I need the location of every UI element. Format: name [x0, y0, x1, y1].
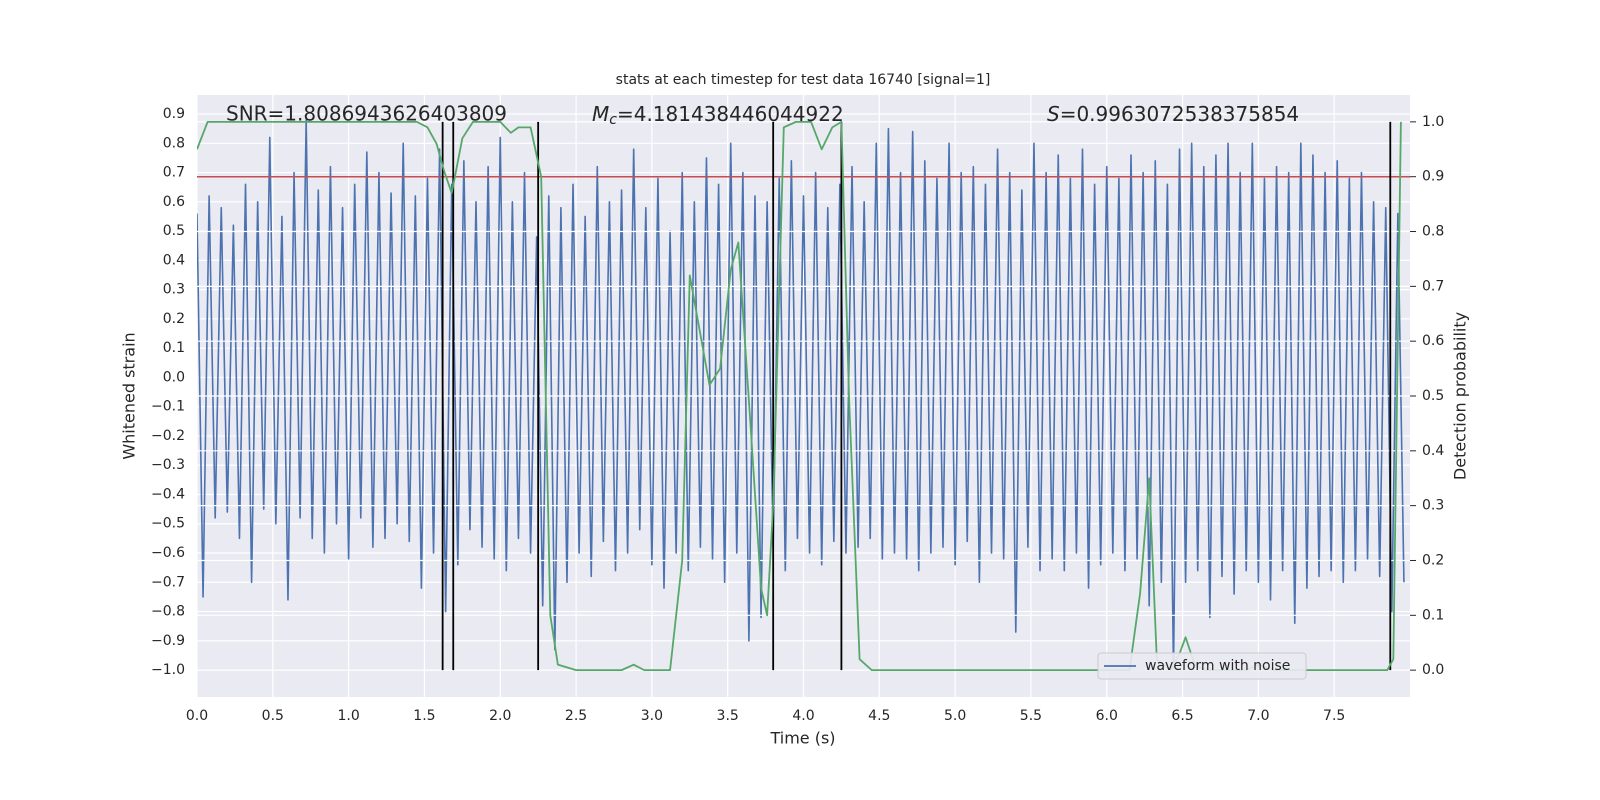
- y2-tick-label: 0.5: [1422, 388, 1444, 404]
- y-axis-label: Whitened strain: [120, 332, 139, 459]
- series-line: [197, 119, 1405, 671]
- y2-tick-label: 0.3: [1422, 498, 1444, 514]
- series-line: [197, 120, 1402, 672]
- annotation: Mc=4.181438446044922: [592, 102, 844, 129]
- y-tick-label: −0.8: [151, 604, 185, 620]
- annotation-text: =4.181438446044922: [617, 102, 844, 126]
- x-tick-label: 3.5: [717, 708, 739, 724]
- x-tick-label: 2.0: [489, 708, 511, 724]
- chart-title: stats at each timestep for test data 167…: [616, 72, 991, 88]
- annotation: S=0.9963072538375854: [1047, 102, 1299, 126]
- x-tick-label: 4.5: [868, 708, 890, 724]
- y-tick-label: 0.2: [163, 311, 185, 327]
- x-tick-label: 3.0: [641, 708, 663, 724]
- y2-tick-label: 0.1: [1422, 607, 1444, 623]
- y-tick-label: 0.8: [163, 135, 185, 151]
- y-tick-label: 0.9: [163, 106, 185, 122]
- y-tick-label: 0.1: [163, 340, 185, 356]
- y2-tick-label: 0.6: [1422, 333, 1444, 349]
- x-tick-label: 0.5: [262, 708, 284, 724]
- x-tick-label: 1.0: [337, 708, 359, 724]
- x-tick-label: 7.0: [1247, 708, 1269, 724]
- y-tick-label: −0.7: [151, 574, 185, 590]
- x-tick-label: 5.5: [1020, 708, 1042, 724]
- y-tick-label: 0.6: [163, 194, 185, 210]
- x-tick-label: 0.0: [186, 708, 208, 724]
- y2-tick-label: 1.0: [1422, 114, 1444, 130]
- legend-label: waveform with noise: [1145, 658, 1290, 674]
- y-tick-label: 0.5: [163, 223, 185, 239]
- y-tick-label: −0.5: [151, 516, 185, 532]
- x-tick-label: 4.0: [792, 708, 814, 724]
- y2-tick-label: 0.8: [1422, 224, 1444, 240]
- y2-tick-label: 0.7: [1422, 278, 1444, 294]
- y-tick-label: −0.4: [151, 486, 185, 502]
- y2-tick-label: 0.0: [1422, 662, 1444, 678]
- y-tick-label: 0.4: [163, 252, 185, 268]
- y2-axis-label: Detection probability: [1451, 312, 1470, 480]
- y-tick-label: 0.3: [163, 282, 185, 298]
- plot-layer: [197, 95, 1410, 697]
- x-axis-label: Time (s): [769, 729, 835, 748]
- x-tick-label: 6.0: [1096, 708, 1118, 724]
- y-tick-label: −0.6: [151, 545, 185, 561]
- x-tick-label: 7.5: [1323, 708, 1345, 724]
- y-tick-label: −1.0: [151, 662, 185, 678]
- y-tick-label: −0.1: [151, 399, 185, 415]
- y2-tick-label: 0.9: [1422, 169, 1444, 185]
- annotation-text: =0.9963072538375854: [1060, 102, 1299, 126]
- x-tick-label: 1.5: [413, 708, 435, 724]
- y-tick-label: −0.9: [151, 633, 185, 649]
- plot-layer-2: [197, 120, 1410, 672]
- y2-tick-label: 0.4: [1422, 443, 1444, 459]
- annotation-subscript: c: [609, 112, 617, 128]
- y-tick-label: 0.0: [163, 369, 185, 385]
- legend-box: [1097, 652, 1307, 680]
- x-tick-label: 2.5: [565, 708, 587, 724]
- annotation-symbol: S: [1047, 102, 1060, 126]
- y-tick-label: −0.3: [151, 457, 185, 473]
- y-tick-label: −0.2: [151, 428, 185, 444]
- annotation: SNR=1.8086943626403809: [226, 102, 507, 126]
- x-tick-label: 6.5: [1171, 708, 1193, 724]
- y-tick-label: 0.7: [163, 165, 185, 181]
- x-tick-label: 5.0: [944, 708, 966, 724]
- annotation-symbol: M: [592, 102, 609, 126]
- labels: stats at each timestep for test data 167…: [120, 72, 1470, 748]
- y2-tick-label: 0.2: [1422, 552, 1444, 568]
